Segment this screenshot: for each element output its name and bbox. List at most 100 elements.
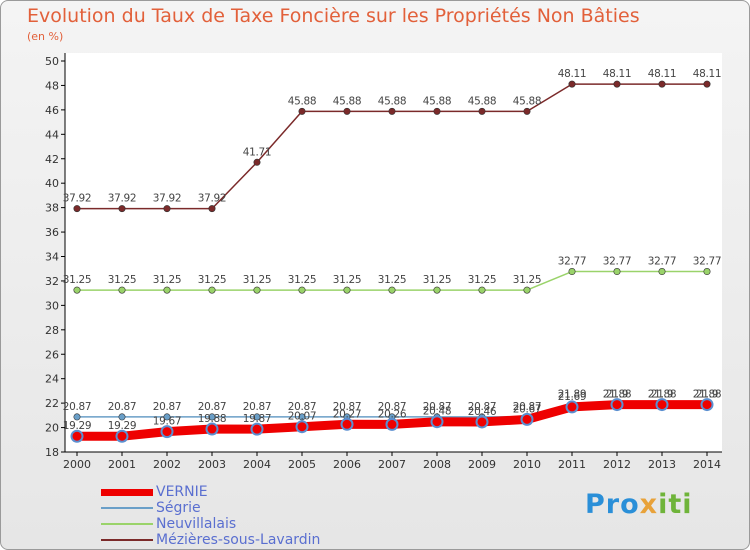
data-label-segrie: 20.87 [108,401,137,413]
data-label-segrie: 20.87 [243,401,272,413]
data-point-mezieres-sous-lavardin [613,80,621,88]
data-point-mezieres-sous-lavardin [658,80,666,88]
proxiti-logo: Proxiti [585,489,693,520]
data-point-vernie [295,420,309,434]
y-tick-label: 36 [45,226,59,239]
data-label-neuvillalais: 31.25 [198,274,227,286]
data-point-mezieres-sous-lavardin [703,80,711,88]
data-label-segrie: 20.87 [63,401,92,413]
legend-swatch-neuvillalais [101,523,153,525]
legend: VERNIE Ségrie Neuvillalais Mézières-sous… [101,484,341,549]
data-label-segrie: 20.87 [288,401,317,413]
data-point-neuvillalais [388,286,396,294]
data-point-segrie [163,413,171,421]
data-label-mezieres-sous-lavardin: 45.88 [333,95,362,107]
x-tick-label: 2005 [288,458,316,471]
plot-area [65,53,722,452]
x-tick-label: 2003 [198,458,226,471]
data-point-mezieres-sous-lavardin [73,205,81,213]
data-label-segrie: 21.9 [651,388,673,400]
data-point-vernie [385,417,399,431]
data-label-segrie: 20.87 [153,401,182,413]
data-label-neuvillalais: 31.25 [243,274,272,286]
y-tick-label: 34 [45,251,59,264]
data-point-vernie [115,429,129,443]
data-point-neuvillalais [208,286,216,294]
x-tick-label: 2001 [108,458,136,471]
y-tick-label: 18 [45,446,59,459]
data-label-vernie: 21.88 [693,389,722,401]
x-tick-label: 2000 [63,458,91,471]
data-label-vernie: 20.07 [288,411,317,423]
data-point-mezieres-sous-lavardin [568,80,576,88]
data-point-vernie [610,398,624,412]
x-tick-label: 2012 [603,458,631,471]
data-point-mezieres-sous-lavardin [118,205,126,213]
data-label-segrie: 20.87 [378,401,407,413]
data-label-segrie: 21.89 [558,388,587,400]
legend-swatch-mezieres [101,539,153,541]
data-label-mezieres-sous-lavardin: 45.88 [378,95,407,107]
y-tick-label: 24 [45,373,59,386]
data-label-neuvillalais: 32.77 [603,256,632,268]
x-tick-label: 2009 [468,458,496,471]
data-point-vernie [340,417,354,431]
data-point-neuvillalais [253,286,261,294]
y-tick-label: 32 [45,275,59,288]
data-label-segrie: 21.9 [696,388,718,400]
data-label-vernie: 19.87 [243,413,272,425]
data-label-segrie: 20.87 [423,401,452,413]
data-point-mezieres-sous-lavardin [298,107,306,115]
y-axis-unit-label: (en %) [27,30,64,43]
x-tick-label: 2004 [243,458,271,471]
data-point-neuvillalais [343,286,351,294]
x-tick-label: 2006 [333,458,361,471]
data-point-vernie [430,415,444,429]
data-label-neuvillalais: 32.77 [693,256,722,268]
data-label-segrie: 20.87 [468,401,497,413]
y-tick-label: 38 [45,202,59,215]
x-tick-label: 2011 [558,458,586,471]
data-label-neuvillalais: 31.25 [63,274,92,286]
data-point-mezieres-sous-lavardin [433,107,441,115]
legend-item-vernie: VERNIE [101,484,341,501]
data-label-mezieres-sous-lavardin: 37.92 [153,193,182,205]
data-point-neuvillalais [163,286,171,294]
data-point-mezieres-sous-lavardin [253,158,261,166]
data-label-vernie: 19.88 [198,413,227,425]
data-label-mezieres-sous-lavardin: 45.88 [468,95,497,107]
data-label-mezieres-sous-lavardin: 37.92 [198,193,227,205]
data-label-neuvillalais: 31.25 [153,274,182,286]
x-tick-label: 2002 [153,458,181,471]
data-label-segrie: 21.9 [606,388,628,400]
data-point-mezieres-sous-lavardin [478,107,486,115]
data-point-vernie [475,415,489,429]
data-point-mezieres-sous-lavardin [208,205,216,213]
y-tick-label: 26 [45,348,59,361]
data-point-mezieres-sous-lavardin [523,107,531,115]
x-tick-label: 2010 [513,458,541,471]
data-label-segrie: 20.87 [198,401,227,413]
data-point-neuvillalais [613,268,621,276]
data-point-segrie [118,413,126,421]
y-tick-label: 20 [45,422,59,435]
data-label-mezieres-sous-lavardin: 45.88 [513,95,542,107]
data-point-vernie [565,400,579,414]
data-label-mezieres-sous-lavardin: 48.11 [558,68,587,80]
data-point-segrie [208,413,216,421]
data-label-neuvillalais: 32.77 [558,256,587,268]
data-label-vernie: 21.88 [603,389,632,401]
data-point-vernie [655,398,669,412]
x-tick-label: 2007 [378,458,406,471]
data-label-vernie: 20.67 [513,403,542,415]
data-label-mezieres-sous-lavardin: 37.92 [108,193,137,205]
data-point-neuvillalais [298,286,306,294]
data-label-mezieres-sous-lavardin: 45.88 [423,95,452,107]
data-label-neuvillalais: 31.25 [468,274,497,286]
data-point-neuvillalais [118,286,126,294]
data-label-vernie: 20.27 [333,408,362,420]
y-tick-label: 44 [45,128,59,141]
data-label-vernie: 20.46 [468,406,497,418]
data-label-neuvillalais: 31.25 [288,274,317,286]
y-tick-label: 22 [45,397,59,410]
